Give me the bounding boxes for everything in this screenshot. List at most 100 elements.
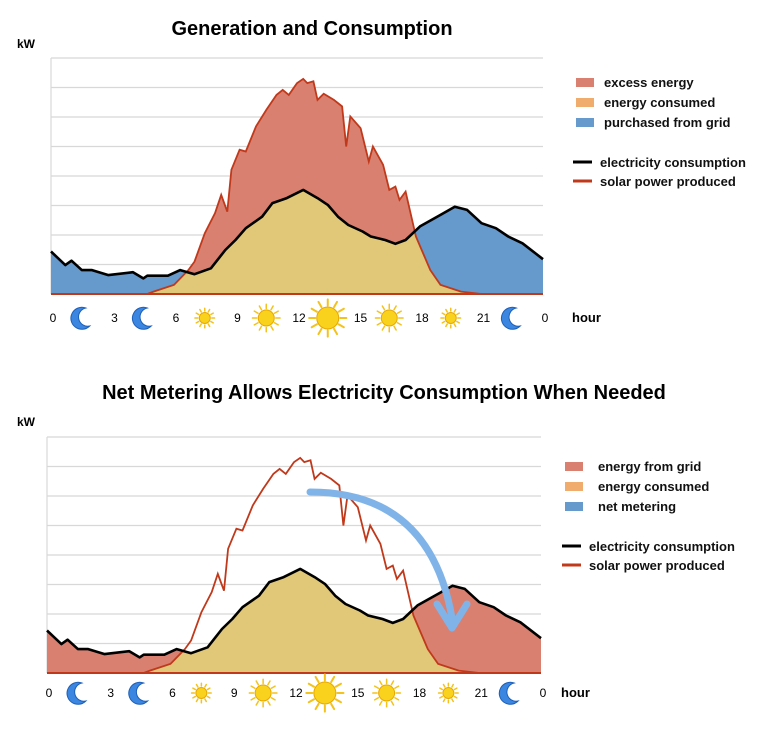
x-tick-label: 15: [351, 686, 365, 700]
chart-2-y-unit: kW: [17, 415, 36, 429]
sun-ray: [439, 695, 444, 699]
x-tick-label: 0: [542, 311, 549, 325]
sun-ray: [207, 323, 211, 328]
legend-label: energy from grid: [598, 459, 701, 474]
sun-ray: [439, 687, 444, 691]
chart-1-y-unit: kW: [17, 37, 36, 51]
sun-ray: [451, 698, 455, 703]
sun-ray: [206, 687, 211, 691]
sun-ray: [381, 305, 386, 311]
sun-ray: [270, 697, 276, 701]
sun-ray: [253, 310, 259, 314]
legend-swatch: [565, 482, 583, 491]
sun-ray: [192, 695, 197, 699]
sun-ray: [270, 325, 274, 331]
x-tick-label: 12: [289, 686, 303, 700]
sun-disc: [316, 306, 340, 330]
moon-icon: [128, 681, 150, 705]
sun-ray: [394, 697, 400, 701]
sun-small-icon: [194, 307, 216, 329]
x-tick-label: 18: [413, 686, 427, 700]
sun-ray: [255, 700, 260, 706]
sun-ray: [453, 687, 458, 691]
sun-ray: [258, 325, 263, 331]
sun-ray: [206, 695, 211, 699]
sun-ray: [453, 308, 457, 313]
sun-ray: [376, 322, 382, 326]
sun-ray: [445, 323, 448, 328]
solar-power-line: [51, 77, 543, 295]
moon-shape: [66, 681, 88, 705]
sun-ray: [270, 685, 276, 689]
sun-ray: [333, 300, 339, 309]
energy-consumed-area: [47, 568, 541, 673]
legend-label: solar power produced: [600, 174, 736, 189]
x-tick-label: 0: [46, 686, 53, 700]
sun-ray: [310, 307, 318, 313]
sun-ray: [250, 697, 256, 701]
sun-ray: [310, 323, 318, 329]
chart-1-title: Generation and Consumption: [171, 18, 452, 40]
sun-ray: [393, 325, 397, 331]
sun-ray: [396, 322, 402, 326]
sun-ray: [199, 308, 202, 313]
sun-ray: [204, 698, 208, 703]
moon-shape: [131, 306, 153, 330]
energy-consumed-area: [51, 189, 543, 294]
sun-ray: [317, 300, 323, 309]
sun-ray: [192, 687, 197, 691]
sun-ray: [441, 312, 446, 316]
moon-icon: [131, 306, 153, 330]
arrow-shaft: [306, 488, 456, 622]
sun-disc: [313, 681, 337, 705]
arrow-head: [433, 600, 471, 632]
legend-label: excess energy: [604, 75, 694, 90]
sun-medium-icon: [251, 303, 281, 333]
sun-ray: [334, 682, 342, 688]
sun-ray: [381, 325, 386, 331]
sun-ray: [373, 685, 380, 689]
sun-disc: [444, 312, 457, 324]
sun-ray: [195, 320, 200, 324]
legend-label: purchased from grid: [604, 115, 730, 130]
chart-2-title: Net Metering Allows Electricity Consumpt…: [102, 382, 666, 404]
consumption-line: [46, 567, 542, 659]
sun-ray: [273, 310, 279, 314]
sun-ray: [270, 305, 274, 311]
sun-disc: [442, 687, 455, 699]
legend-swatch: [576, 78, 594, 87]
sun-ray: [334, 698, 342, 704]
sun-ray: [394, 685, 400, 689]
moon-icon: [500, 306, 522, 330]
sun-disc: [257, 309, 275, 327]
sun-ray: [393, 305, 397, 311]
legend-swatch: [576, 98, 594, 107]
sun-ray: [378, 680, 383, 686]
sun-ray: [337, 307, 345, 313]
x-tick-label: 0: [50, 311, 57, 325]
sun-medium-icon: [372, 678, 402, 708]
x-tick-label: 9: [234, 311, 241, 325]
sun-ray: [390, 700, 395, 706]
x-axis-label: hour: [561, 685, 590, 700]
x-axis-label: hour: [572, 310, 601, 325]
sun-ray: [337, 323, 345, 329]
sun-ray: [195, 698, 199, 703]
sun-ray: [317, 327, 323, 336]
x-tick-label: 3: [107, 686, 114, 700]
x-tick-label: 18: [415, 311, 429, 325]
moon-shape: [498, 681, 520, 705]
sun-ray: [441, 320, 446, 324]
moon-icon: [66, 681, 88, 705]
sun-ray: [378, 700, 383, 706]
sun-ray: [453, 323, 457, 328]
sun-ray: [442, 698, 446, 703]
sun-ray: [456, 320, 460, 324]
moon-shape: [500, 306, 522, 330]
sun-ray: [273, 322, 279, 326]
sun-ray: [445, 308, 448, 313]
sun-medium-icon: [248, 678, 278, 708]
sun-ray: [307, 698, 316, 704]
